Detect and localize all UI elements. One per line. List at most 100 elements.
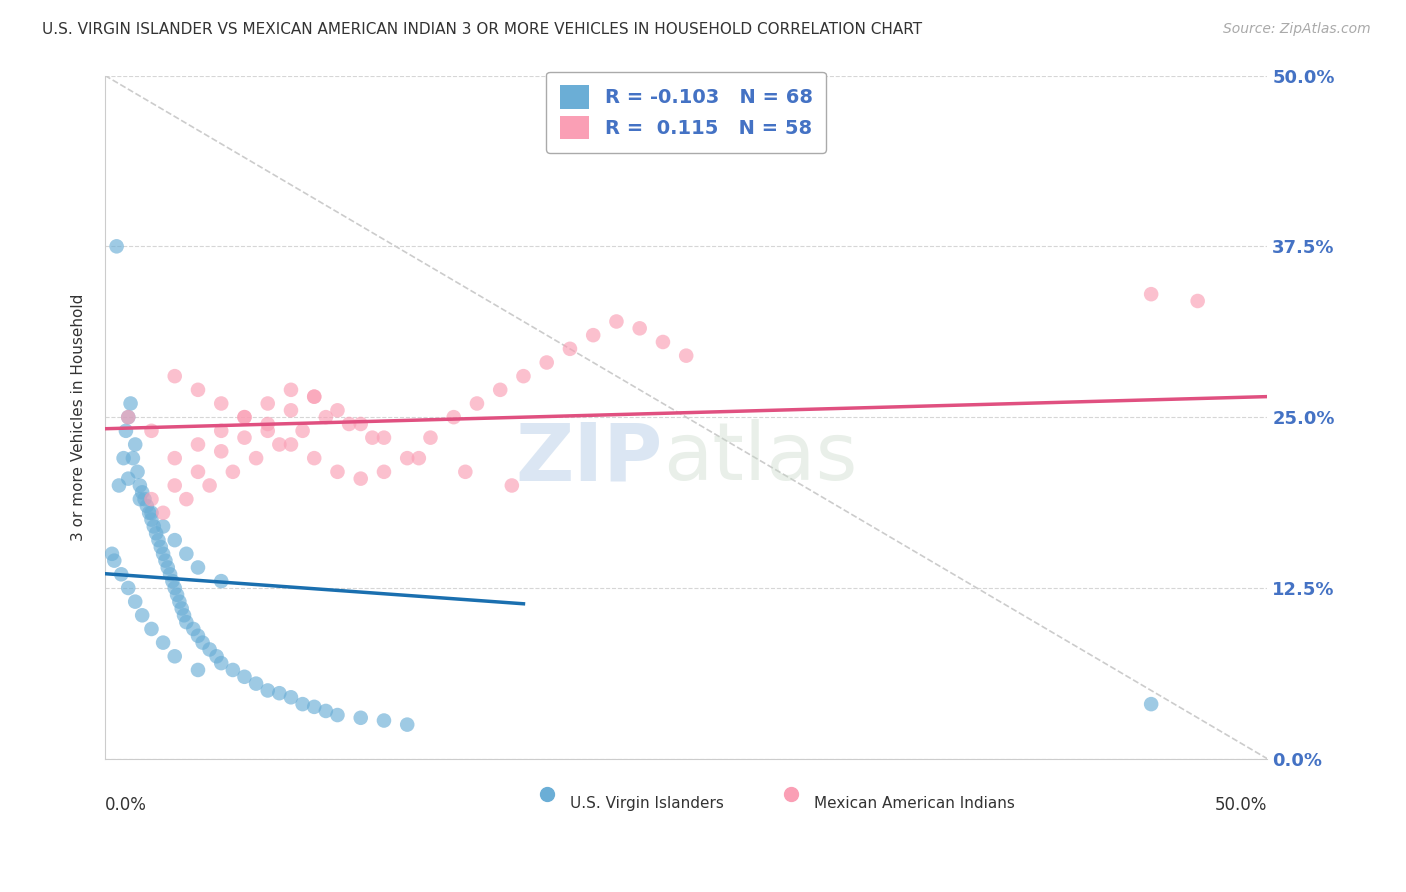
- Point: [489, 383, 512, 397]
- Point: [101, 547, 124, 561]
- Y-axis label: 3 or more Vehicles in Household: 3 or more Vehicles in Household: [72, 293, 86, 541]
- Point: [191, 635, 214, 649]
- Point: [280, 690, 302, 705]
- Point: [105, 239, 128, 253]
- Point: [337, 417, 360, 431]
- Point: [652, 334, 675, 349]
- Point: [396, 451, 419, 466]
- Point: [419, 431, 441, 445]
- Point: [142, 519, 165, 533]
- Point: [350, 417, 373, 431]
- Point: [127, 465, 149, 479]
- Point: [152, 547, 174, 561]
- Point: [124, 437, 146, 451]
- Point: [117, 410, 139, 425]
- Point: [222, 663, 245, 677]
- Point: [163, 581, 186, 595]
- Point: [163, 649, 186, 664]
- Point: [256, 683, 278, 698]
- Point: [163, 451, 186, 466]
- Point: [187, 383, 209, 397]
- Point: [198, 642, 221, 657]
- Point: [170, 601, 193, 615]
- Point: [605, 314, 627, 328]
- Point: [1140, 697, 1163, 711]
- Text: U.S. Virgin Islanders: U.S. Virgin Islanders: [569, 797, 724, 812]
- Point: [135, 499, 157, 513]
- Point: [256, 396, 278, 410]
- Point: [454, 465, 477, 479]
- Point: [269, 437, 291, 451]
- Point: [117, 472, 139, 486]
- Point: [141, 492, 163, 507]
- Point: [159, 567, 181, 582]
- Point: [280, 437, 302, 451]
- Point: [169, 594, 191, 608]
- Point: [396, 717, 419, 731]
- Text: Source: ZipAtlas.com: Source: ZipAtlas.com: [1223, 22, 1371, 37]
- Point: [443, 410, 465, 425]
- Point: [149, 540, 172, 554]
- Point: [1140, 287, 1163, 301]
- Point: [108, 478, 131, 492]
- Point: [187, 560, 209, 574]
- Point: [291, 697, 314, 711]
- Point: [198, 478, 221, 492]
- Point: [233, 431, 256, 445]
- Point: [558, 342, 581, 356]
- Point: [107, 752, 129, 766]
- Point: [326, 465, 349, 479]
- Point: [315, 410, 337, 425]
- Point: [187, 465, 209, 479]
- Point: [350, 711, 373, 725]
- Point: [302, 699, 325, 714]
- Point: [408, 451, 430, 466]
- Point: [176, 615, 198, 629]
- Point: [112, 451, 135, 466]
- Point: [187, 437, 209, 451]
- Point: [373, 714, 395, 728]
- Point: [326, 403, 349, 417]
- Text: U.S. VIRGIN ISLANDER VS MEXICAN AMERICAN INDIAN 3 OR MORE VEHICLES IN HOUSEHOLD : U.S. VIRGIN ISLANDER VS MEXICAN AMERICAN…: [42, 22, 922, 37]
- Point: [291, 424, 314, 438]
- Point: [675, 349, 697, 363]
- Point: [141, 513, 163, 527]
- Text: atlas: atlas: [664, 419, 858, 497]
- Point: [209, 396, 232, 410]
- Point: [145, 526, 167, 541]
- Point: [103, 752, 125, 766]
- Point: [280, 403, 302, 417]
- Point: [256, 417, 278, 431]
- Point: [256, 424, 278, 438]
- Point: [134, 492, 156, 507]
- Point: [148, 533, 170, 548]
- Point: [103, 554, 125, 568]
- Point: [302, 451, 325, 466]
- Point: [117, 581, 139, 595]
- Text: 0.0%: 0.0%: [105, 797, 146, 814]
- Point: [152, 506, 174, 520]
- Point: [163, 478, 186, 492]
- Point: [124, 594, 146, 608]
- Point: [131, 608, 153, 623]
- Point: [141, 506, 163, 520]
- Point: [141, 424, 163, 438]
- Point: [209, 444, 232, 458]
- Text: 50.0%: 50.0%: [1215, 797, 1267, 814]
- Point: [128, 478, 150, 492]
- Point: [582, 328, 605, 343]
- Point: [1187, 293, 1209, 308]
- Point: [122, 451, 145, 466]
- Point: [350, 472, 373, 486]
- Point: [166, 588, 188, 602]
- Point: [155, 554, 177, 568]
- Point: [269, 686, 291, 700]
- Point: [209, 656, 232, 670]
- Point: [326, 708, 349, 723]
- Point: [512, 369, 534, 384]
- Point: [187, 629, 209, 643]
- Point: [187, 663, 209, 677]
- Point: [110, 567, 132, 582]
- Point: [373, 465, 395, 479]
- Point: [233, 410, 256, 425]
